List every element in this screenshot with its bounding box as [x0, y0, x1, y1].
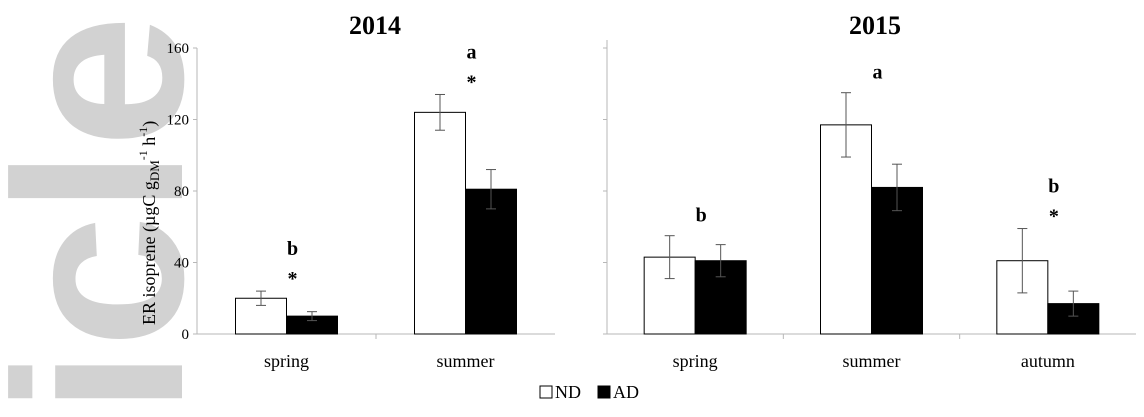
bar-ad-summer	[871, 186, 923, 335]
y-tick-label: 0	[182, 327, 190, 343]
panel-2014: 2014 0 40 80 120 160 spring summer * b * a ER is…	[136, 11, 555, 371]
legend-label: ND	[555, 382, 581, 402]
significance-star: *	[467, 71, 477, 93]
category-label: summer	[843, 351, 901, 371]
annotations: * b * a	[287, 41, 477, 290]
significance-star: *	[288, 268, 298, 290]
y-tick-label: 160	[167, 41, 190, 57]
legend-label: AD	[613, 382, 639, 402]
panel-2015: 2015 spring summer autumn b a * b	[603, 11, 1136, 371]
legend-swatch-ad	[597, 385, 611, 399]
y-tick-label: 40	[174, 256, 189, 272]
watermark: icle	[0, 15, 233, 415]
y-tick-label: 120	[167, 113, 190, 129]
annotations: b a * b	[696, 62, 1060, 228]
category-labels: spring summer autumn	[673, 334, 1075, 371]
significance-star: *	[1049, 206, 1059, 228]
category-label: spring	[264, 351, 309, 371]
category-label: summer	[437, 351, 495, 371]
y-ticks	[603, 47, 607, 335]
significance-letter: b	[696, 205, 707, 227]
significance-letter: a	[873, 62, 883, 84]
category-label: spring	[673, 351, 718, 371]
bars	[643, 92, 1100, 335]
legend: ND AD	[539, 382, 639, 402]
bars	[235, 93, 517, 335]
bar-nd-summer	[414, 111, 466, 335]
significance-letter: a	[467, 41, 477, 63]
panel-title: 2014	[349, 11, 401, 40]
category-label: autumn	[1021, 351, 1075, 371]
bar-ad-summer	[465, 188, 517, 335]
y-tick-label: 80	[174, 184, 189, 200]
category-labels: spring summer	[264, 334, 495, 371]
y-ticks: 0 40 80 120 160	[167, 41, 197, 343]
bar-nd-summer	[820, 124, 872, 335]
panel-title: 2015	[849, 11, 901, 40]
y-axis-label: ER isoprene (µgC gDM-1 h-1)	[136, 121, 162, 325]
significance-letter: b	[1048, 176, 1059, 198]
significance-letter: b	[287, 238, 298, 260]
watermark-text: icle	[0, 15, 233, 415]
legend-swatch-nd	[539, 385, 553, 399]
